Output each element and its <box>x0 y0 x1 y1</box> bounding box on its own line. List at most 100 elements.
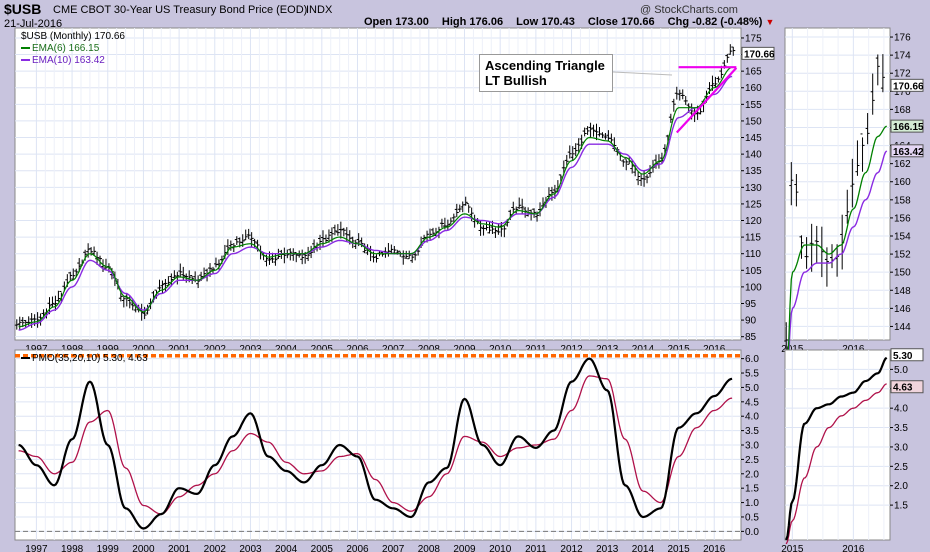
y-tick-label: 3.5 <box>745 426 759 437</box>
zoom-ema10-tag: 163.42 <box>893 147 924 158</box>
zoom-price-plot-area <box>784 27 891 341</box>
y-tick-label: 168 <box>894 105 911 116</box>
y-tick-label: 4.5 <box>745 397 759 408</box>
zoom-ema6-line <box>785 125 888 381</box>
low-label: Low <box>516 16 539 28</box>
chart-symbol: $USB <box>4 1 42 17</box>
x-tick-label: 2008 <box>418 544 441 552</box>
x-tick-label: 2002 <box>204 344 227 355</box>
y-tick-label: 170 <box>745 50 762 61</box>
y-tick-label: 2.5 <box>745 455 759 466</box>
x-tick-label: 2010 <box>489 344 512 355</box>
y-tick-label: 5.5 <box>745 369 759 380</box>
zoom-signal-tag-box <box>890 380 924 394</box>
y-tick-label: 140 <box>745 150 762 161</box>
y-tick-label: 175 <box>745 33 762 44</box>
y-tick-label: 90 <box>745 316 757 327</box>
y-tick-label: 150 <box>745 116 762 127</box>
y-tick-label: 170 <box>894 87 911 98</box>
y-tick-label: 3.0 <box>745 441 759 452</box>
y-tick-label: 165 <box>745 67 762 78</box>
legend-ema6: EMA(6) 166.15 <box>21 43 125 55</box>
y-tick-label: 154 <box>894 232 911 243</box>
x-tick-label: 2013 <box>596 544 619 552</box>
y-tick-label: 95 <box>745 299 757 310</box>
x-tick-label: 2016 <box>703 544 726 552</box>
price-last-value: 170.66 <box>744 49 775 60</box>
price-legend: $USB (Monthly) 170.66 EMA(6) 166.15 EMA(… <box>21 31 125 67</box>
low-value: 170.43 <box>541 16 575 28</box>
y-tick-label: 4.5 <box>894 384 908 395</box>
x-tick-label: 2012 <box>560 344 583 355</box>
zoom-ema10-line <box>785 150 888 381</box>
x-tick-label: 2003 <box>239 344 262 355</box>
pattern-annotation: Ascending Triangle LT Bullish <box>479 54 613 92</box>
pmo-legend: PMO(35,20,10) 5.30, 4.63 <box>21 353 148 364</box>
triangle-support-line <box>675 67 738 134</box>
y-tick-label: 2.0 <box>745 469 759 480</box>
y-tick-label: 144 <box>894 322 911 333</box>
y-tick-label: 174 <box>894 51 911 62</box>
price-plot-area <box>14 27 742 341</box>
y-tick-label: 1.0 <box>745 498 759 509</box>
y-tick-label: 105 <box>745 266 762 277</box>
x-tick-label: 2014 <box>632 344 655 355</box>
y-tick-label: 125 <box>745 199 762 210</box>
zoom-pmo-tag-box <box>890 348 924 362</box>
x-tick-label: 2016 <box>842 344 865 355</box>
x-tick-label: 2011 <box>525 544 547 552</box>
chg-label: Chg <box>667 16 690 28</box>
x-tick-label: 1998 <box>61 544 84 552</box>
exchange-label: INDX <box>306 4 333 16</box>
y-tick-label: 1.5 <box>894 501 908 512</box>
y-tick-label: 0.5 <box>745 512 759 523</box>
x-tick-label: 2009 <box>453 344 476 355</box>
x-tick-label: 2004 <box>275 344 298 355</box>
x-tick-label: 2001 <box>168 344 191 355</box>
y-tick-label: 156 <box>894 213 911 224</box>
y-tick-label: 6.0 <box>745 354 759 365</box>
annotation-line2: LT Bullish <box>485 73 547 88</box>
y-tick-label: 1.5 <box>745 484 759 495</box>
x-tick-label: 2005 <box>311 344 334 355</box>
x-tick-label: 2016 <box>703 344 726 355</box>
y-tick-label: 3.0 <box>894 442 908 453</box>
x-tick-label: 2006 <box>346 344 369 355</box>
x-tick-label: 2009 <box>453 544 476 552</box>
y-tick-label: 176 <box>894 33 911 44</box>
y-tick-label: 100 <box>745 282 762 293</box>
y-tick-label: 148 <box>894 286 911 297</box>
y-tick-label: 5.0 <box>894 365 908 376</box>
zoom-pmo-tag: 5.30 <box>893 351 913 362</box>
y-tick-label: 0.0 <box>745 527 759 538</box>
y-tick-label: 160 <box>745 83 762 94</box>
x-tick-label: 2004 <box>275 544 298 552</box>
zoom-pmo-plot-area <box>784 349 891 541</box>
annotation-line1: Ascending Triangle <box>485 58 605 73</box>
zoom-pmo-signal-line <box>785 383 887 545</box>
x-tick-label: 2014 <box>632 544 655 552</box>
y-tick-label: 5.0 <box>745 383 759 394</box>
y-tick-label: 160 <box>894 177 911 188</box>
y-tick-label: 172 <box>894 69 911 80</box>
y-tick-label: 4.0 <box>894 404 908 415</box>
x-tick-label: 2015 <box>667 344 690 355</box>
zoom-price-tag-box <box>890 78 924 92</box>
down-arrow-icon: ▼ <box>765 17 775 27</box>
y-tick-label: 145 <box>745 133 762 144</box>
price-last-value-box <box>741 46 775 60</box>
legend-price: $USB (Monthly) 170.66 <box>21 31 125 42</box>
y-tick-label: 120 <box>745 216 762 227</box>
x-tick-label: 2007 <box>382 544 405 552</box>
x-tick-label: 2011 <box>525 344 547 355</box>
y-tick-label: 130 <box>745 183 762 194</box>
open-value: 173.00 <box>395 16 429 28</box>
x-tick-label: 1997 <box>25 544 48 552</box>
chg-value: -0.82 (-0.48%) <box>692 16 763 28</box>
x-tick-label: 2005 <box>311 544 334 552</box>
pmo-plot-area <box>14 349 742 541</box>
x-tick-label: 2006 <box>346 544 369 552</box>
x-tick-label: 2002 <box>204 544 227 552</box>
y-tick-label: 166 <box>894 123 911 134</box>
